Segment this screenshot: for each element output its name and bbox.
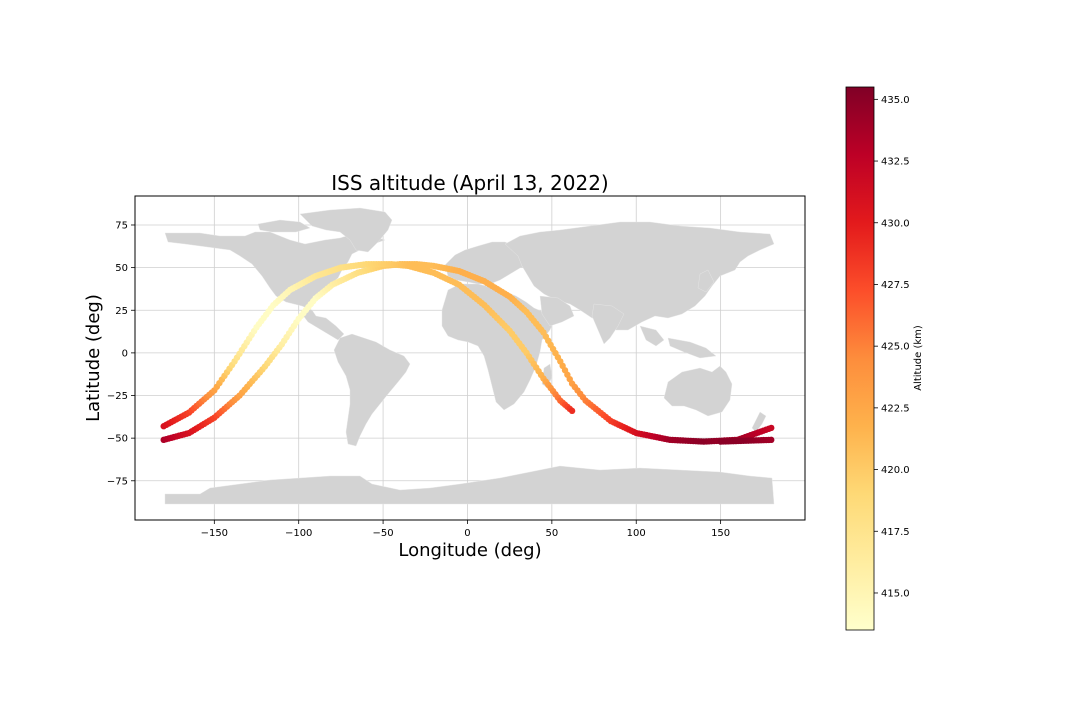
- land-new-zealand: [751, 411, 767, 433]
- land-arabia: [539, 295, 575, 327]
- y-tick-label: −75: [107, 476, 128, 487]
- colorbar: [845, 86, 875, 631]
- colorbar-tick-label: 425.0: [881, 342, 910, 353]
- land-south-america: [333, 333, 411, 447]
- colorbar-label: Altitude (km): [913, 325, 924, 391]
- land-australia: [663, 365, 733, 417]
- x-axis-ticks: −150 −100 −50 0 50 100 150: [201, 520, 730, 539]
- y-tick-label: −25: [107, 391, 128, 402]
- land-southeast-asia: [639, 325, 717, 359]
- colorbar-tick-label: 417.5: [881, 527, 910, 538]
- land-antarctica: [164, 465, 775, 505]
- iss-ground-track: [160, 261, 775, 445]
- x-tick-label: −50: [373, 528, 394, 539]
- colorbar-tick-label: 427.5: [881, 280, 910, 291]
- x-tick-label: 50: [545, 528, 558, 539]
- colorbar-tick-label: 422.5: [881, 403, 910, 414]
- land-india: [591, 303, 625, 345]
- y-tick-label: 0: [122, 348, 128, 359]
- y-tick-label: 25: [115, 306, 128, 317]
- land-greenland: [299, 207, 393, 253]
- colorbar-tick-label: 430.0: [881, 218, 910, 229]
- colorbar-tick-label: 432.5: [881, 157, 910, 168]
- y-tick-label: −50: [107, 434, 128, 445]
- x-tick-label: −100: [285, 528, 312, 539]
- x-tick-label: 100: [627, 528, 646, 539]
- y-tick-label: 50: [115, 263, 128, 274]
- y-axis-ticks: −75 −50 −25 0 25 50 75: [107, 220, 135, 487]
- x-tick-label: −150: [201, 528, 228, 539]
- colorbar-tick-label: 415.0: [881, 588, 910, 599]
- x-tick-label: 0: [464, 528, 470, 539]
- track-point: [768, 436, 775, 444]
- track-point: [768, 424, 775, 432]
- x-axis-label: Longitude (deg): [398, 540, 541, 561]
- y-axis-label: Latitude (deg): [83, 294, 104, 422]
- y-tick-label: 75: [115, 220, 128, 231]
- colorbar-tick-label: 420.0: [881, 465, 910, 476]
- land-japan: [697, 269, 715, 293]
- chart-title: ISS altitude (April 13, 2022): [331, 171, 608, 195]
- land-north-america: [164, 231, 386, 341]
- track-point: [568, 407, 576, 415]
- x-tick-label: 150: [711, 528, 730, 539]
- plot-frame: [134, 195, 806, 521]
- land-arctic-islands: [257, 219, 311, 233]
- colorbar-tick-label: 435.0: [881, 95, 910, 106]
- colorbar-ticks: 415.0 417.5 420.0 422.5 425.0 427.5 430.0 432.5…: [874, 95, 910, 599]
